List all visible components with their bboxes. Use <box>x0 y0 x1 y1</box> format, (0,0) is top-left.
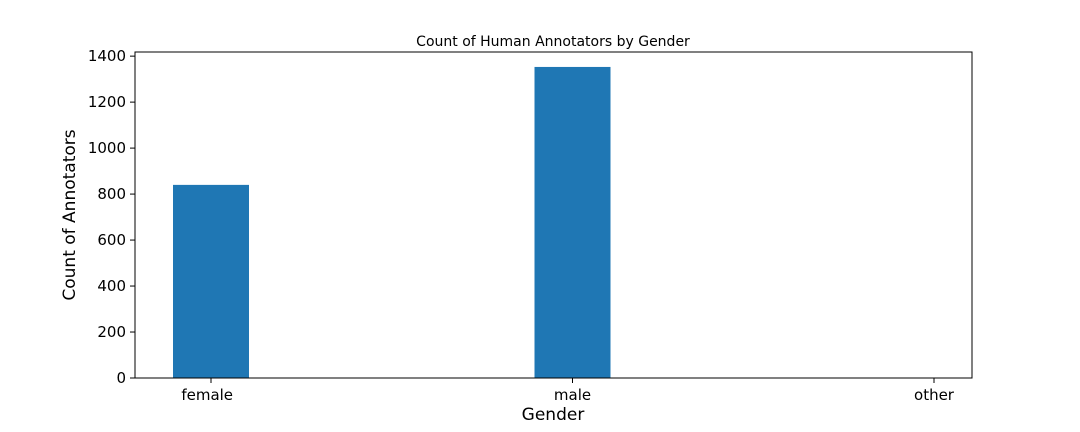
bar-female <box>173 184 249 378</box>
y-tick-label: 600 <box>97 231 126 249</box>
y-tick-label: 1200 <box>88 93 126 111</box>
y-axis-label: Count of Annotators <box>60 129 80 300</box>
bar-male <box>534 66 611 379</box>
x-tick-label: female <box>181 386 233 404</box>
plot-frame <box>134 51 973 379</box>
x-tick-label: male <box>554 386 591 404</box>
plot-area: 0 200 400 600 800 1000 1200 1400 female male other <box>88 47 973 404</box>
y-tick-label: 800 <box>97 185 126 203</box>
x-tick-label: other <box>914 386 955 404</box>
x-axis-label: Gender <box>522 405 585 425</box>
y-tick-label: 1400 <box>88 47 126 65</box>
chart-title: Count of Human Annotators by Gender <box>416 34 690 50</box>
y-tick-label: 1000 <box>88 139 126 157</box>
y-tick-label: 0 <box>116 369 126 387</box>
y-tick-label: 200 <box>97 323 126 341</box>
y-tick-label: 400 <box>97 277 126 295</box>
